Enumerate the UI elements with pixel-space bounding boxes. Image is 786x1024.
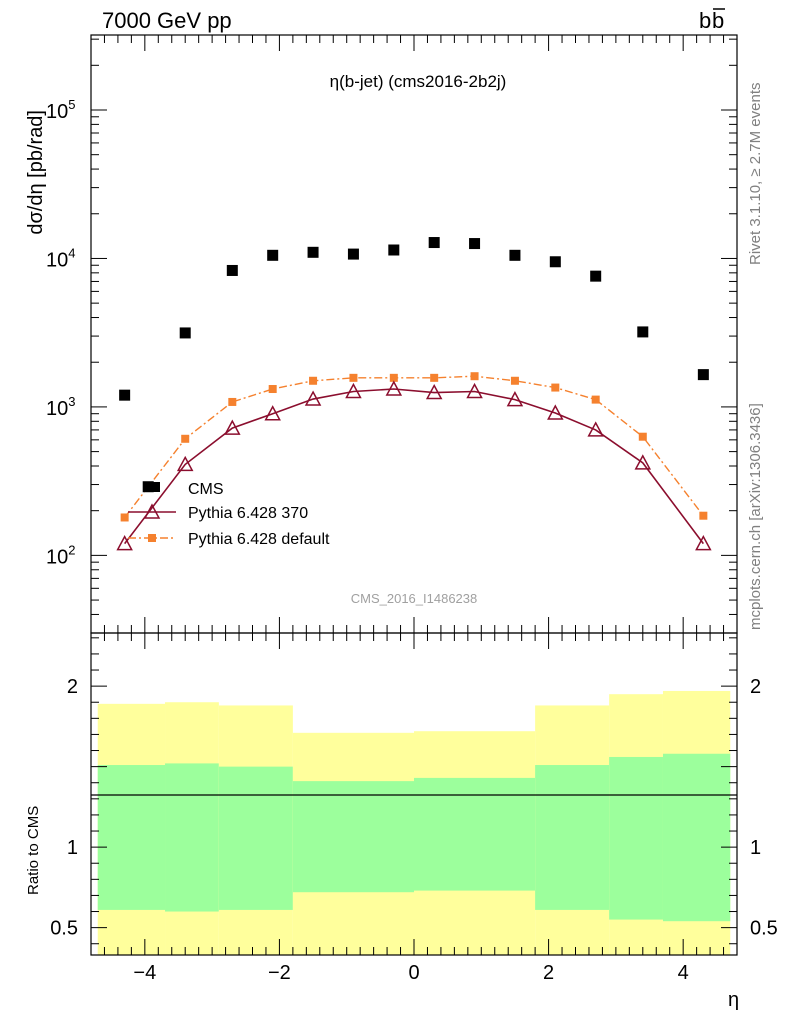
point-pythia-370-2 (224, 419, 241, 435)
point-pythia-default-8 (470, 372, 479, 381)
point-pythia-default-13 (699, 511, 708, 520)
ratio-uncertainty-bands (97, 690, 731, 955)
point-cms-1 (142, 481, 154, 493)
ratio-y-tick-label-left-1: 1 (67, 837, 78, 859)
legend-pythia-default-marker (148, 534, 156, 542)
point-cms-14 (697, 369, 709, 381)
legend-pythia-370-marker (143, 503, 161, 519)
energy-label: 7000 GeV pp (102, 8, 232, 33)
green-band-7 (662, 753, 731, 922)
green-band-4 (414, 777, 536, 891)
x-tick-label-4: 4 (678, 962, 689, 984)
point-pythia-370-3 (264, 405, 281, 421)
point-cms-8 (428, 237, 440, 249)
point-pythia-default-3 (268, 385, 277, 394)
main-y-tick-labels: 102 103 104 105 (46, 97, 75, 568)
legend-entry-pythia-370: Pythia 6.428 370 (128, 503, 308, 522)
main-y-axis-label: dσ/dη [pb/rad] (25, 110, 47, 235)
mcplots-label: mcplots.cern.ch [arXiv:1306.3436] (747, 403, 764, 630)
point-pythia-default-2 (228, 397, 237, 406)
main-y-tick-label-3: 105 (46, 97, 75, 123)
point-pythia-default-10 (551, 383, 560, 392)
ratio-y-tick-labels: 0.5 0.5 1 1 2 2 (50, 676, 778, 940)
point-pythia-default-9 (510, 376, 519, 385)
svg-text:b: b (712, 8, 724, 33)
point-pythia-370-8 (466, 382, 483, 399)
point-pythia-default-6 (389, 373, 398, 382)
point-pythia-default-12 (638, 432, 647, 441)
point-pythia-default-11 (591, 395, 600, 404)
svg-text:b: b (699, 8, 711, 33)
ratio-y-tick-label-left-2: 2 (67, 676, 78, 698)
legend-cms-marker (150, 482, 160, 492)
legend-cms-label: CMS (188, 481, 224, 498)
point-pythia-default-5 (349, 373, 358, 382)
series-layer (116, 237, 712, 551)
green-band-2 (218, 766, 293, 910)
point-cms-7 (388, 244, 400, 256)
series-line-pythia-370 (124, 388, 704, 545)
x-tick-label-2: 0 (408, 962, 419, 984)
point-pythia-370-6 (385, 380, 403, 396)
ratio-y-tick-label-right-0: 0.5 (750, 918, 778, 940)
x-tick-label-3: 2 (543, 962, 554, 984)
main-axis-ticks (90, 35, 738, 634)
green-band-0 (97, 765, 166, 910)
point-cms-4 (267, 249, 279, 261)
point-cms-2 (179, 327, 191, 339)
point-pythia-370-5 (345, 382, 362, 399)
point-pythia-default-4 (309, 376, 318, 385)
point-cms-0 (119, 389, 131, 401)
legend: CMS Pythia 6.428 370 Pythia 6.428 defaul… (128, 481, 330, 548)
legend-entry-pythia-default: Pythia 6.428 default (128, 531, 330, 548)
point-pythia-370-4 (304, 390, 322, 406)
ratio-y-tick-label-left-0: 0.5 (50, 918, 78, 940)
point-pythia-370-9 (506, 391, 524, 407)
point-pythia-370-0 (116, 535, 133, 551)
point-pythia-370-13 (695, 535, 712, 551)
point-pythia-default-0 (120, 513, 129, 522)
analysis-watermark: CMS_2016_I1486238 (351, 591, 478, 606)
process-label: b b (699, 8, 725, 33)
point-cms-5 (307, 246, 319, 258)
ratio-y-tick-label-right-1: 1 (750, 837, 761, 859)
x-tick-label-0: −4 (133, 962, 156, 984)
point-cms-12 (590, 270, 602, 282)
point-pythia-370-10 (547, 404, 564, 420)
x-axis-label: η (728, 989, 739, 1011)
green-band-3 (292, 781, 414, 893)
ratio-y-tick-label-right-2: 2 (750, 676, 761, 698)
point-pythia-370-11 (587, 421, 604, 437)
ratio-y-axis-label: Ratio to CMS (25, 806, 42, 895)
point-pythia-370-7 (425, 383, 443, 400)
main-y-tick-label-1: 103 (46, 394, 75, 420)
point-cms-6 (347, 248, 359, 260)
point-pythia-370-1 (176, 455, 194, 472)
point-pythia-default-1 (181, 434, 190, 443)
main-y-tick-label-0: 102 (46, 542, 75, 568)
point-cms-3 (226, 264, 238, 276)
green-band-6 (609, 756, 663, 920)
point-cms-10 (509, 249, 521, 261)
rivet-label: Rivet 3.1.10, ≥ 2.7M events (747, 83, 764, 266)
point-cms-13 (637, 326, 649, 338)
point-pythia-default-7 (430, 373, 439, 382)
series-line-pythia-default (124, 375, 704, 518)
point-cms-9 (469, 238, 481, 250)
x-tick-label-1: −2 (268, 962, 291, 984)
legend-pythia-370-label: Pythia 6.428 370 (188, 505, 308, 522)
green-band-1 (165, 763, 219, 912)
legend-pythia-default-label: Pythia 6.428 default (188, 531, 330, 548)
legend-entry-cms: CMS (150, 481, 224, 498)
x-tick-labels: −4 −2 0 2 4 (133, 962, 688, 984)
chart-title: η(b-jet) (cms2016-2b2j) (330, 72, 507, 91)
green-band-5 (535, 765, 610, 910)
point-pythia-370-12 (634, 454, 652, 470)
point-cms-11 (549, 256, 561, 268)
main-y-tick-label-2: 104 (46, 245, 75, 271)
ratio-axis-ticks (90, 633, 738, 955)
